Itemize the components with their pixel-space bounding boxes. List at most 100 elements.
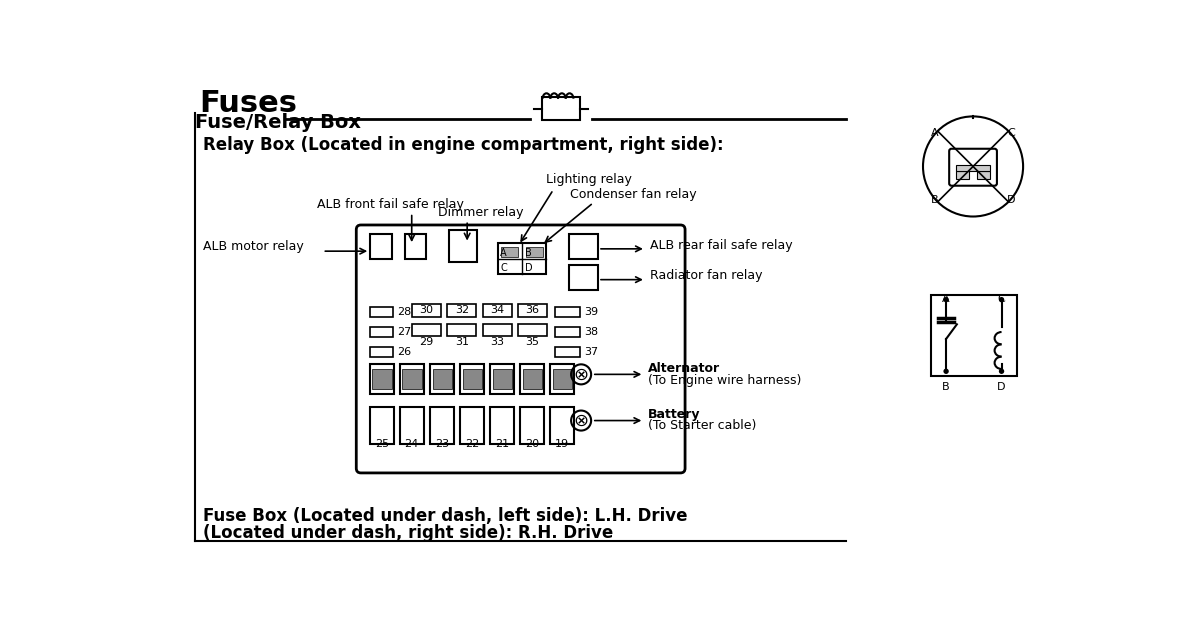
Bar (461, 364, 484, 394)
Text: C: C (1007, 128, 1015, 138)
Text: 21: 21 (494, 439, 509, 449)
Bar (518, 324, 547, 336)
Text: 20: 20 (524, 439, 539, 449)
Text: Battery: Battery (648, 408, 701, 421)
Bar (450, 229, 478, 262)
Bar (482, 324, 512, 336)
Bar (553, 369, 572, 389)
Bar (491, 364, 514, 394)
Bar (551, 364, 574, 394)
Bar (931, 295, 1016, 376)
Bar (412, 324, 440, 336)
Text: 26: 26 (397, 347, 412, 357)
Text: 24: 24 (404, 439, 419, 449)
Bar (400, 407, 424, 444)
Circle shape (943, 369, 949, 374)
Bar (521, 407, 544, 444)
Bar (518, 304, 547, 317)
Bar (400, 364, 424, 394)
Text: 33: 33 (490, 337, 504, 347)
Text: (Located under dash, right side): R.H. Drive: (Located under dash, right side): R.H. D… (203, 524, 613, 542)
Bar (370, 326, 394, 338)
Text: D: D (997, 382, 1006, 392)
Bar (569, 265, 598, 290)
Text: 30: 30 (419, 306, 433, 316)
Circle shape (943, 297, 949, 302)
Bar (370, 234, 391, 259)
Text: 39: 39 (584, 307, 599, 317)
Text: Fuse Box (Located under dash, left side): L.H. Drive: Fuse Box (Located under dash, left side)… (203, 507, 688, 525)
Bar (461, 407, 484, 444)
Bar (521, 364, 544, 394)
Text: D: D (524, 263, 533, 273)
Text: ⊗: ⊗ (574, 365, 589, 384)
Text: B: B (942, 382, 950, 392)
Text: B: B (931, 195, 938, 205)
Text: 27: 27 (397, 327, 412, 337)
Text: (To Engine wire harness): (To Engine wire harness) (648, 374, 802, 387)
Text: 23: 23 (434, 439, 449, 449)
Bar (431, 407, 454, 444)
Bar (370, 407, 394, 444)
Bar (551, 407, 574, 444)
Text: (To Starter cable): (To Starter cable) (648, 420, 756, 432)
Bar (554, 307, 580, 318)
Bar (498, 243, 546, 274)
Text: 35: 35 (526, 337, 540, 347)
Bar (542, 97, 581, 120)
Text: Alternator: Alternator (648, 362, 720, 375)
Bar (448, 304, 476, 317)
Bar (432, 369, 451, 389)
Text: A: A (500, 248, 506, 258)
Text: 22: 22 (464, 439, 479, 449)
Text: ALB motor relay: ALB motor relay (203, 240, 304, 253)
Bar (482, 304, 512, 317)
Text: 29: 29 (419, 337, 433, 347)
Text: D: D (1007, 195, 1015, 205)
Text: Fuse/Relay Box: Fuse/Relay Box (196, 113, 361, 132)
Bar (404, 234, 426, 259)
Text: ALB front fail safe relay: ALB front fail safe relay (317, 198, 464, 210)
Text: 36: 36 (526, 306, 540, 316)
Text: 34: 34 (490, 306, 504, 316)
Bar (956, 165, 990, 171)
Text: 37: 37 (584, 347, 599, 357)
Bar (526, 246, 542, 257)
Bar (492, 369, 512, 389)
Text: 32: 32 (455, 306, 469, 316)
Text: Lighting relay: Lighting relay (546, 173, 631, 186)
Text: A: A (931, 128, 938, 138)
Text: A: A (942, 294, 950, 304)
Text: ⊗: ⊗ (574, 411, 589, 430)
Bar (370, 346, 394, 357)
Bar (956, 171, 970, 179)
Bar (448, 324, 476, 336)
Circle shape (998, 297, 1004, 302)
Text: C: C (997, 294, 1006, 304)
Text: 28: 28 (397, 307, 412, 317)
Bar (554, 346, 580, 357)
Text: Radiator fan relay: Radiator fan relay (649, 269, 762, 282)
Text: 25: 25 (374, 439, 389, 449)
Bar (569, 234, 598, 259)
Bar (370, 307, 394, 318)
Bar (372, 369, 391, 389)
Text: C: C (500, 263, 508, 273)
Bar (502, 246, 518, 257)
Bar (523, 369, 542, 389)
Bar (462, 369, 481, 389)
Text: ALB rear fail safe relay: ALB rear fail safe relay (649, 239, 792, 251)
Bar (431, 364, 454, 394)
Bar (554, 326, 580, 338)
Text: Fuses: Fuses (199, 89, 298, 118)
Text: 38: 38 (584, 327, 599, 337)
Text: B: B (524, 248, 532, 258)
Text: 19: 19 (554, 439, 569, 449)
Bar (977, 171, 990, 179)
Text: Relay Box (Located in engine compartment, right side):: Relay Box (Located in engine compartment… (203, 135, 724, 154)
Text: Dimmer relay: Dimmer relay (438, 206, 523, 219)
Text: 31: 31 (455, 337, 469, 347)
Bar (491, 407, 514, 444)
Bar (402, 369, 421, 389)
Bar (412, 304, 440, 317)
